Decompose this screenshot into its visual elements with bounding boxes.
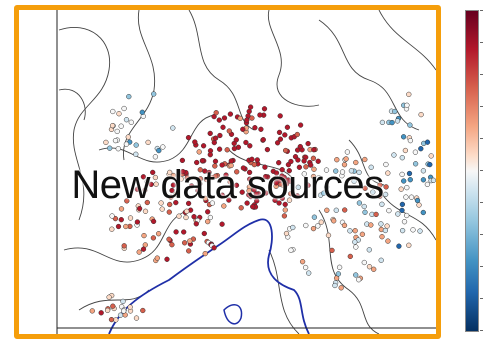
colorbar-tick <box>480 10 483 11</box>
colorbar-tick <box>480 298 483 299</box>
contour-scatter-map <box>19 10 436 334</box>
coastline <box>108 218 310 334</box>
station-points <box>89 91 436 323</box>
colorbar <box>465 10 479 332</box>
slide-headline: New data sources <box>71 163 384 207</box>
colorbar-tick <box>480 106 483 107</box>
colorbar-tick <box>480 42 483 43</box>
colorbar-tick <box>480 170 483 171</box>
colorbar-tick <box>480 234 483 235</box>
figure-frame: New data sources <box>14 5 441 339</box>
colorbar-tick <box>480 202 483 203</box>
colorbar-tick <box>480 138 483 139</box>
colorbar-tick <box>480 330 483 331</box>
colorbar-tick <box>480 266 483 267</box>
colorbar-tick <box>480 74 483 75</box>
